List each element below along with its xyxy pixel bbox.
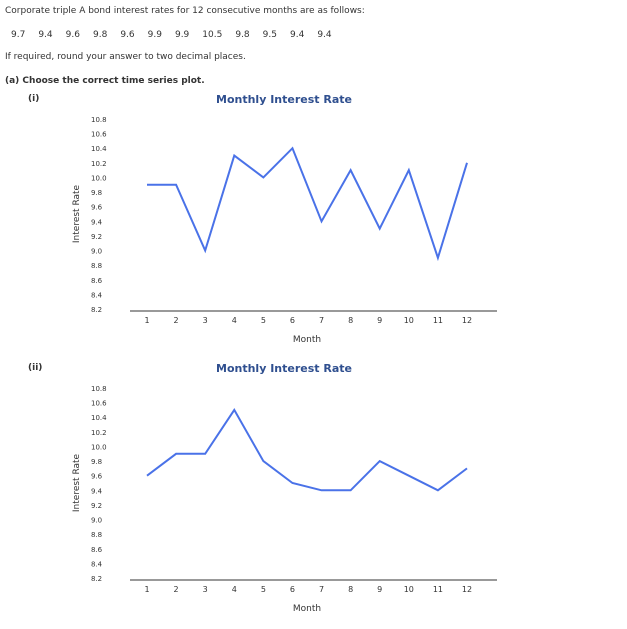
x-tick-label: 7 <box>319 316 324 325</box>
y-tick-label: 10.6 <box>91 400 107 408</box>
series-line <box>146 408 468 492</box>
y-tick-label: 8.2 <box>91 575 102 583</box>
intro-text: Corporate triple A bond interest rates f… <box>5 6 365 16</box>
x-tick-label: 10 <box>404 316 414 325</box>
y-tick-label: 8.6 <box>91 277 103 285</box>
y-tick-label: 8.2 <box>91 306 102 314</box>
x-axis-label: Month <box>293 335 321 345</box>
question-text: (a) Choose the correct time series plot. <box>5 76 205 86</box>
y-tick-label: 8.8 <box>91 531 102 539</box>
y-tick-label: 9.4 <box>91 487 103 495</box>
y-tick-label: 8.4 <box>91 560 103 568</box>
x-tick-label: 11 <box>433 316 443 325</box>
y-tick-label: 10.8 <box>91 116 107 124</box>
x-tick-label: 10 <box>404 585 414 594</box>
y-axis-label: Interest Rate <box>72 453 82 512</box>
x-tick-label: 5 <box>261 316 266 325</box>
x-tick-label: 12 <box>462 585 472 594</box>
x-tick-label: 4 <box>232 316 237 325</box>
x-tick-label: 11 <box>433 585 443 594</box>
value-item: 10.5 <box>202 30 223 40</box>
x-tick-label: 3 <box>203 316 208 325</box>
x-tick-label: 7 <box>319 585 324 594</box>
y-tick-label: 10.6 <box>91 131 107 139</box>
x-tick-label: 2 <box>174 585 179 594</box>
x-tick-label: 4 <box>232 585 237 594</box>
x-tick-label: 6 <box>290 585 295 594</box>
x-tick-label: 2 <box>174 316 179 325</box>
value-item: 9.6 <box>120 30 135 40</box>
x-tick-label: 8 <box>348 316 353 325</box>
x-tick-label: 9 <box>377 585 382 594</box>
y-tick-label: 9.0 <box>91 517 102 525</box>
value-item: 9.8 <box>92 30 108 40</box>
y-axis-label: Interest Rate <box>72 184 82 243</box>
value-item: 9.7 <box>11 30 26 40</box>
y-tick-label: 9.0 <box>91 248 102 256</box>
y-tick-label: 8.4 <box>91 291 103 299</box>
y-tick-label: 8.6 <box>91 546 103 554</box>
chart-svg: 8.2 8.4 8.6 8.8 9.0 9.2 9.4 9.6 9.8 10.0 10.2 10.4 1… <box>72 385 497 614</box>
chart-title: Monthly Interest Rate <box>216 362 352 375</box>
value-item: 9.4 <box>317 30 332 40</box>
x-tick-label: 1 <box>144 316 149 325</box>
value-item: 9.6 <box>65 30 80 40</box>
y-tick-label: 9.6 <box>91 204 103 212</box>
chart-svg: 8.2 8.4 8.6 8.8 9.0 9.2 9.4 9.6 9.8 10.0 10.2 10.4 1… <box>72 116 497 345</box>
x-tick-label: 8 <box>348 585 353 594</box>
y-tick-label: 9.2 <box>91 233 102 241</box>
y-tick-label: 10.2 <box>91 160 107 168</box>
value-item: 9.5 <box>262 30 277 40</box>
x-tick-label: 9 <box>377 316 382 325</box>
y-tick-label: 9.2 <box>91 502 102 510</box>
value-item: 9.9 <box>174 30 190 40</box>
y-tick-label: 9.8 <box>91 189 102 197</box>
x-tick-label: 12 <box>462 316 472 325</box>
y-tick-label: 10.8 <box>91 385 107 393</box>
value-item: 9.4 <box>38 30 53 40</box>
x-axis-label: Month <box>293 604 321 614</box>
series-line <box>147 146 468 262</box>
chart-option-i[interactable]: (i) Monthly Interest Rate 8.2 8.4 8.6 8.8 9.0 9… <box>0 90 627 350</box>
y-tick-label: 10.4 <box>91 145 107 153</box>
value-item: 9.9 <box>147 30 162 40</box>
chart-option-label: (i) <box>28 94 40 104</box>
x-tick-label: 1 <box>144 585 149 594</box>
y-tick-label: 10.0 <box>91 174 107 182</box>
values-list: 9.7 9.4 9.6 9.8 9.6 9.9 9.9 10.5 9.8 9.5 9.4 9.4 <box>11 30 345 40</box>
y-tick-label: 9.4 <box>91 218 103 226</box>
round-note: If required, round your answer to two de… <box>5 52 246 62</box>
y-tick-label: 8.8 <box>91 262 102 270</box>
value-item: 9.8 <box>235 30 250 40</box>
y-tick-label: 10.4 <box>91 414 107 422</box>
y-tick-label: 9.6 <box>91 473 103 481</box>
y-tick-label: 10.2 <box>91 429 107 437</box>
x-tick-label: 6 <box>290 316 295 325</box>
chart-option-ii[interactable]: (ii) Monthly Interest Rate 8.2 8.4 8.6 8.8 9.0… <box>0 359 627 619</box>
chart-title: Monthly Interest Rate <box>216 93 352 106</box>
value-item: 9.4 <box>290 30 305 40</box>
y-tick-label: 10.0 <box>91 443 107 451</box>
x-tick-label: 3 <box>203 585 208 594</box>
y-tick-label: 9.8 <box>91 458 102 466</box>
x-tick-label: 5 <box>261 585 266 594</box>
chart-option-label: (ii) <box>28 363 43 373</box>
